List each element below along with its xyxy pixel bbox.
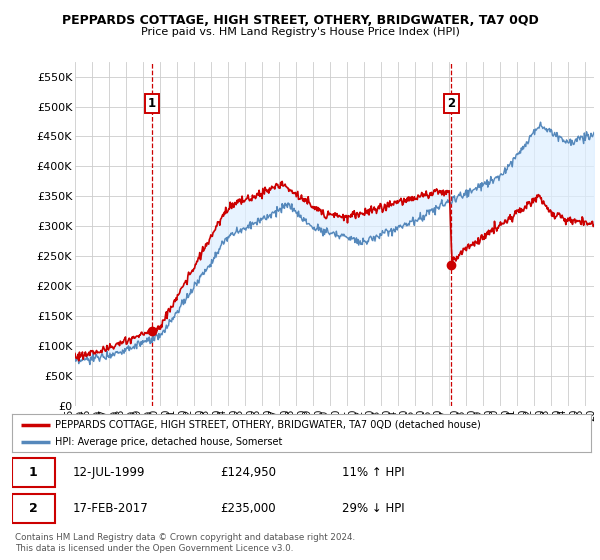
Text: 11% ↑ HPI: 11% ↑ HPI [342, 466, 404, 479]
Text: £124,950: £124,950 [220, 466, 277, 479]
Text: PEPPARDS COTTAGE, HIGH STREET, OTHERY, BRIDGWATER, TA7 0QD (detached house): PEPPARDS COTTAGE, HIGH STREET, OTHERY, B… [55, 419, 481, 430]
Text: 29% ↓ HPI: 29% ↓ HPI [342, 502, 404, 515]
Text: 17-FEB-2017: 17-FEB-2017 [73, 502, 149, 515]
Text: HPI: Average price, detached house, Somerset: HPI: Average price, detached house, Some… [55, 437, 283, 447]
FancyBboxPatch shape [12, 494, 55, 522]
Text: 2: 2 [448, 97, 455, 110]
FancyBboxPatch shape [12, 458, 55, 487]
Text: 12-JUL-1999: 12-JUL-1999 [73, 466, 145, 479]
Text: 1: 1 [29, 466, 38, 479]
Text: 2: 2 [29, 502, 38, 515]
Text: 1: 1 [148, 97, 156, 110]
Text: PEPPARDS COTTAGE, HIGH STREET, OTHERY, BRIDGWATER, TA7 0QD: PEPPARDS COTTAGE, HIGH STREET, OTHERY, B… [62, 14, 538, 27]
Text: Price paid vs. HM Land Registry's House Price Index (HPI): Price paid vs. HM Land Registry's House … [140, 27, 460, 37]
Text: £235,000: £235,000 [220, 502, 276, 515]
Text: Contains HM Land Registry data © Crown copyright and database right 2024.
This d: Contains HM Land Registry data © Crown c… [15, 533, 355, 553]
